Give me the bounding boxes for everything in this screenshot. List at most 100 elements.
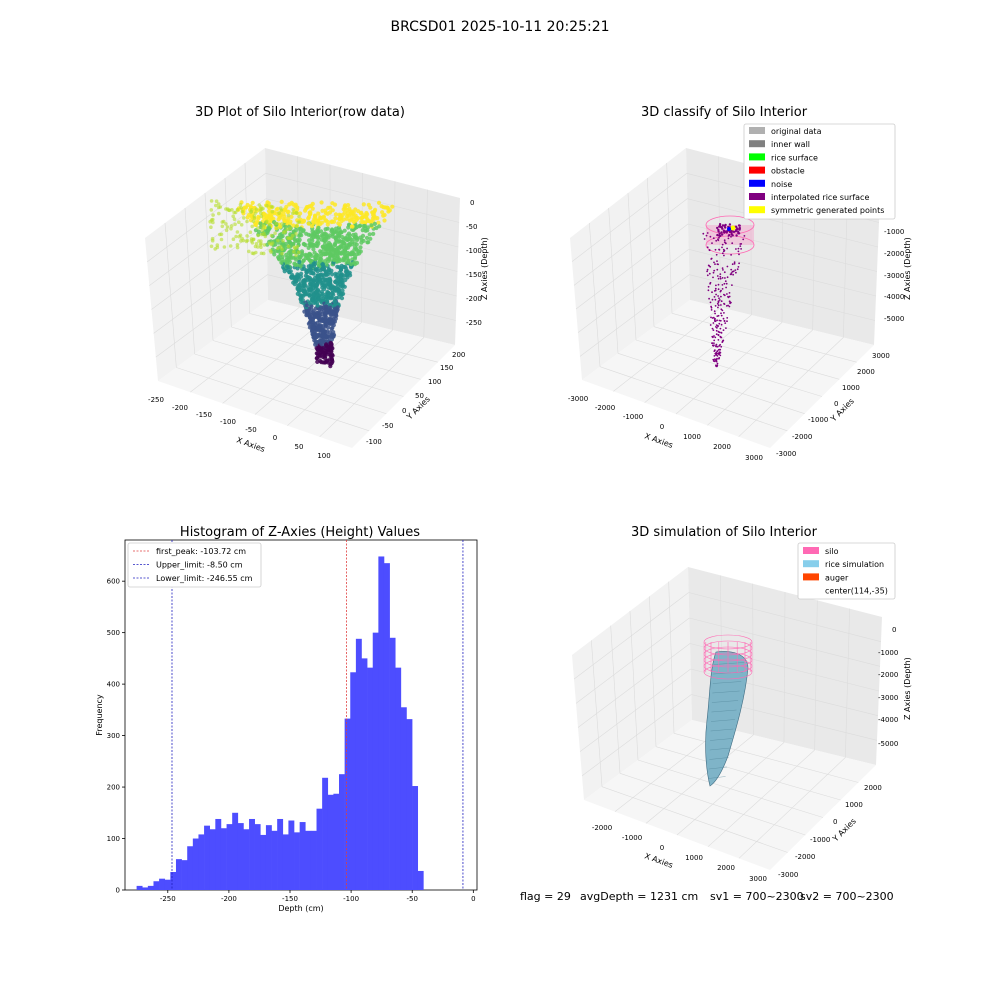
raw-ytick: 150 xyxy=(440,364,453,372)
point xyxy=(713,360,716,363)
point xyxy=(295,285,300,290)
histogram-bar xyxy=(237,823,244,890)
point xyxy=(328,362,333,367)
point xyxy=(209,244,214,249)
point xyxy=(373,216,378,221)
point xyxy=(280,251,284,256)
point xyxy=(323,218,328,223)
histogram-bar xyxy=(147,885,154,890)
histogram-bar xyxy=(406,719,413,890)
point xyxy=(349,252,354,257)
point xyxy=(265,203,269,208)
point xyxy=(308,312,313,317)
raw-z-ticks: 0 -50 -100 -150 -200 -250 xyxy=(466,199,482,327)
classify-legend-box xyxy=(743,123,896,220)
histogram-bar xyxy=(350,672,357,890)
classify-back-left-pane xyxy=(570,148,690,380)
point xyxy=(354,235,359,240)
point xyxy=(340,283,346,288)
point xyxy=(295,266,300,271)
point xyxy=(357,224,362,229)
point xyxy=(335,305,340,310)
point xyxy=(720,226,723,229)
grid-line xyxy=(155,274,268,358)
point xyxy=(209,225,213,229)
point xyxy=(705,234,708,237)
point xyxy=(354,260,360,265)
point xyxy=(723,239,726,242)
point xyxy=(307,210,312,215)
point xyxy=(320,324,325,329)
point xyxy=(259,214,264,219)
point xyxy=(718,319,721,322)
point xyxy=(347,233,352,238)
point xyxy=(360,233,366,238)
classify-plot-title: 3D classify of Silo Interior xyxy=(641,105,808,120)
point xyxy=(216,202,221,206)
point xyxy=(323,227,328,232)
histogram-bar xyxy=(226,824,233,890)
raw-ytick: -100 xyxy=(366,438,382,446)
point xyxy=(721,233,724,236)
point xyxy=(721,246,723,249)
raw-ztick: -200 xyxy=(466,295,482,303)
point xyxy=(358,211,363,216)
point xyxy=(253,222,258,227)
raw-ztick: -100 xyxy=(466,247,482,255)
point xyxy=(326,285,331,290)
point xyxy=(333,299,338,304)
histogram-bar xyxy=(412,786,419,890)
point xyxy=(731,242,734,245)
point xyxy=(715,333,718,336)
point xyxy=(728,223,732,226)
histogram-bar xyxy=(170,871,177,890)
point xyxy=(239,223,244,227)
point xyxy=(729,273,732,276)
point xyxy=(235,243,240,247)
point xyxy=(224,228,229,233)
point xyxy=(286,244,291,249)
point xyxy=(713,339,716,342)
point xyxy=(742,238,745,241)
avg-depth-text: avgDepth = 1231 cm xyxy=(580,890,698,903)
point xyxy=(371,231,376,236)
point xyxy=(231,237,236,241)
point xyxy=(703,238,706,240)
point xyxy=(707,285,710,288)
point xyxy=(706,274,709,277)
point xyxy=(265,200,270,205)
point xyxy=(738,262,740,265)
point xyxy=(342,210,347,215)
legend-label: inner wall xyxy=(771,140,810,149)
point xyxy=(710,309,713,311)
point xyxy=(360,228,365,233)
raw-ytick: 50 xyxy=(415,392,424,400)
point xyxy=(315,273,320,278)
histogram-bar xyxy=(215,818,222,890)
point xyxy=(333,216,338,221)
legend-swatch xyxy=(749,140,765,148)
point xyxy=(382,218,387,223)
histogram-x-ticks: -250 -200 -150 -100 -50 0 xyxy=(160,890,476,903)
point xyxy=(311,247,316,252)
mesh-line xyxy=(708,766,728,770)
point xyxy=(348,218,353,223)
point xyxy=(711,344,714,347)
point xyxy=(337,222,342,227)
raw-ytick: 200 xyxy=(452,351,465,359)
point xyxy=(723,302,725,305)
point xyxy=(336,287,341,292)
legend-label: symmetric generated points xyxy=(771,206,884,215)
histogram-bar xyxy=(316,808,323,890)
point xyxy=(367,232,372,237)
point xyxy=(739,245,742,248)
point xyxy=(284,257,289,262)
raw-ztick: -150 xyxy=(466,271,482,279)
histogram-bar xyxy=(260,834,267,890)
point xyxy=(256,233,260,238)
point xyxy=(324,304,329,309)
x-tick-label: -250 xyxy=(160,895,176,903)
histogram-bar xyxy=(243,829,250,890)
sim-xtick: 1000 xyxy=(685,854,703,862)
point xyxy=(338,239,343,244)
